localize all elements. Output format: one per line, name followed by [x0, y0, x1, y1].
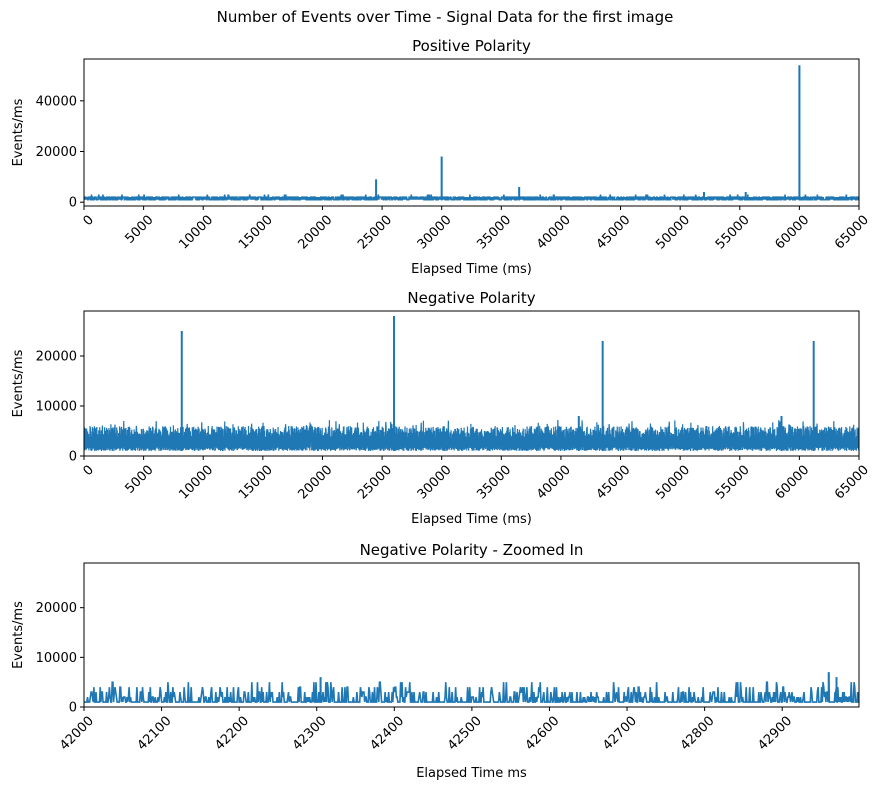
x-tick-label: 42300 [290, 714, 330, 754]
x-axis-label: Elapsed Time (ms) [411, 512, 532, 527]
x-tick-label: 65000 [832, 213, 872, 253]
y-tick-label: 10000 [36, 400, 77, 415]
x-tick-label: 0 [80, 463, 96, 479]
x-tick-label: 25000 [355, 463, 395, 503]
x-axis-label: Elapsed Time ms [416, 766, 527, 781]
x-tick-label: 65000 [832, 463, 872, 503]
x-tick-label: 42700 [600, 714, 640, 754]
x-tick-label: 30000 [415, 463, 455, 503]
x-tick-label: 42100 [135, 714, 175, 754]
series-line [84, 672, 859, 703]
x-tick-label: 42800 [678, 714, 718, 754]
x-tick-label: 42200 [212, 714, 252, 754]
x-tick-label: 20000 [296, 213, 336, 253]
x-tick-label: 42900 [755, 714, 795, 754]
x-tick-label: 45000 [594, 463, 634, 503]
y-axis-label: Events/ms [11, 98, 26, 166]
x-tick-label: 42600 [523, 714, 563, 754]
x-tick-label: 15000 [236, 213, 276, 253]
x-tick-label: 60000 [772, 463, 812, 503]
x-tick-label: 15000 [236, 463, 276, 503]
y-axis-label: Events/ms [11, 349, 26, 417]
x-tick-label: 55000 [713, 463, 753, 503]
axes-frame [83, 58, 860, 207]
y-tick-label: 0 [69, 196, 77, 211]
series-line [84, 315, 859, 452]
panel-title: Negative Polarity - Zoomed In [360, 541, 584, 559]
x-tick-label: 40000 [534, 213, 574, 253]
x-tick-label: 35000 [474, 463, 514, 503]
x-tick-label: 10000 [176, 213, 216, 253]
x-tick-label: 10000 [176, 463, 216, 503]
y-tick-label: 20000 [36, 145, 77, 160]
x-tick-label: 50000 [653, 213, 693, 253]
panel-negative-polarity: 0 5000 10000 15000 20000 25000 30000 35000 40000… [11, 289, 872, 527]
panel-negative-polarity-zoomed: 42000 42100 42200 42300 42400 42500 42600 42700… [11, 541, 860, 781]
x-tick-label: 55000 [713, 213, 753, 253]
x-tick-label: 40000 [534, 463, 574, 503]
figure-title: Number of Events over Time - Signal Data… [217, 8, 674, 26]
x-tick-label: 25000 [355, 213, 395, 253]
x-tick-label: 42500 [445, 714, 485, 754]
x-tick-label: 35000 [474, 213, 514, 253]
y-tick-label: 0 [69, 450, 77, 465]
x-tick-label: 45000 [594, 213, 634, 253]
y-tick-label: 0 [69, 701, 77, 716]
panel-title: Negative Polarity [407, 289, 535, 307]
x-tick-label: 42400 [367, 714, 407, 754]
x-tick-label: 20000 [296, 463, 336, 503]
y-tick-label: 40000 [36, 94, 77, 109]
axes-frame [83, 562, 860, 708]
series-line [84, 65, 859, 201]
panel-positive-polarity: 0 5000 10000 15000 20000 25000 30000 35000 40000… [11, 37, 872, 277]
x-tick-label: 30000 [415, 213, 455, 253]
x-tick-label: 60000 [772, 213, 812, 253]
x-axis-label: Elapsed Time (ms) [411, 262, 532, 277]
x-tick-label: 5000 [123, 213, 157, 247]
x-tick-label: 50000 [653, 463, 693, 503]
x-tick-label: 42000 [57, 714, 97, 754]
y-axis-label: Events/ms [11, 601, 26, 669]
panel-title: Positive Polarity [412, 37, 531, 55]
x-tick-label: 0 [80, 213, 96, 229]
x-tick-label: 5000 [123, 463, 157, 497]
y-tick-label: 20000 [36, 350, 77, 365]
axes-frame [83, 310, 860, 457]
y-tick-label: 10000 [36, 651, 77, 666]
y-tick-label: 20000 [36, 601, 77, 616]
